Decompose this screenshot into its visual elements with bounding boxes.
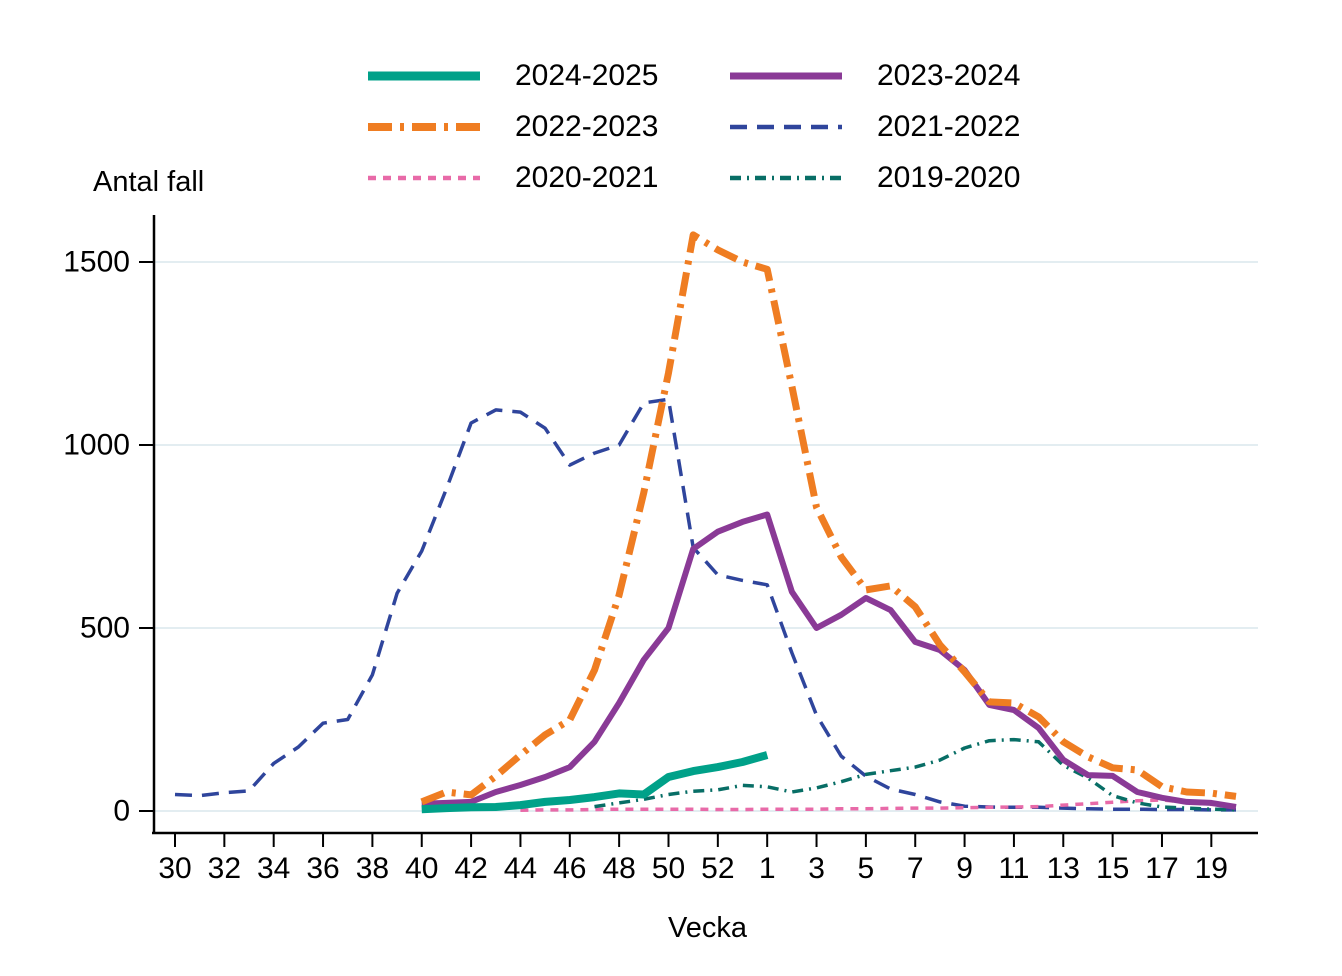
x-tick-label: 1 <box>759 852 776 885</box>
x-tick-label: 40 <box>405 852 438 885</box>
legend-item: 2024-2025 <box>368 52 730 100</box>
legend-swatch-2021-2022 <box>730 124 842 130</box>
x-tick-label: 36 <box>306 852 339 885</box>
x-tick-label: 15 <box>1096 852 1129 885</box>
legend-item-label: 2019-2020 <box>877 161 1021 194</box>
y-tick-label: 1500 <box>63 246 130 279</box>
legend-item: 2021-2022 <box>730 103 1020 151</box>
series-line-2022-2023 <box>420 231 1237 806</box>
x-tick-label: 13 <box>1047 852 1080 885</box>
series-line-2021-2022 <box>174 397 1236 812</box>
series-line-2023-2024 <box>421 511 1237 810</box>
legend-item: 2023-2024 <box>730 52 1020 100</box>
legend-item-label: 2020-2021 <box>515 161 659 194</box>
x-tick-label: 42 <box>454 852 487 885</box>
series-line-2019-2020 <box>594 737 1237 812</box>
legend-item-label: 2022-2023 <box>515 110 659 143</box>
legend-item: 2020-2021 <box>368 154 730 202</box>
x-tick-label: 38 <box>356 852 389 885</box>
x-tick-label: 46 <box>553 852 586 885</box>
legend-item: 2022-2023 <box>368 103 730 151</box>
legend-item-label: 2021-2022 <box>877 110 1021 143</box>
x-tick-label: 3 <box>808 852 825 885</box>
legend-item-label: 2024-2025 <box>515 59 659 92</box>
x-tick-label: 7 <box>907 852 924 885</box>
x-tick-label: 5 <box>858 852 875 885</box>
y-axis-title: Antal fall <box>93 166 205 198</box>
legend-item: 2019-2020 <box>730 154 1020 202</box>
chart-legend: 2024-2025 2023-2024 2022-2023 2021-2022 2020… <box>368 52 1020 202</box>
x-tick-label: 32 <box>208 852 241 885</box>
x-axis-title: Vecka <box>668 912 747 944</box>
x-tick-label: 52 <box>701 852 734 885</box>
legend-item-label: 2023-2024 <box>877 59 1021 92</box>
x-tick-label: 50 <box>652 852 685 885</box>
y-tick-label: 0 <box>113 795 130 828</box>
x-tick-label: 30 <box>158 852 191 885</box>
x-tick-label: 44 <box>504 852 537 885</box>
series-line-2024-2025 <box>421 751 769 814</box>
x-tick-label: 9 <box>956 852 973 885</box>
x-tick-label: 19 <box>1195 852 1228 885</box>
y-tick-label: 500 <box>80 612 130 645</box>
legend-swatch-2023-2024 <box>730 72 842 80</box>
legend-swatch-2022-2023 <box>368 123 480 131</box>
x-tick-label: 48 <box>602 852 635 885</box>
legend-swatch-2020-2021 <box>368 175 480 181</box>
legend-swatch-2024-2025 <box>368 71 480 81</box>
legend-swatch-2019-2020 <box>730 175 842 181</box>
x-tick-label: 17 <box>1145 852 1178 885</box>
x-tick-label: 34 <box>257 852 290 885</box>
x-tick-label: 11 <box>998 852 1029 885</box>
y-tick-label: 1000 <box>63 429 130 462</box>
